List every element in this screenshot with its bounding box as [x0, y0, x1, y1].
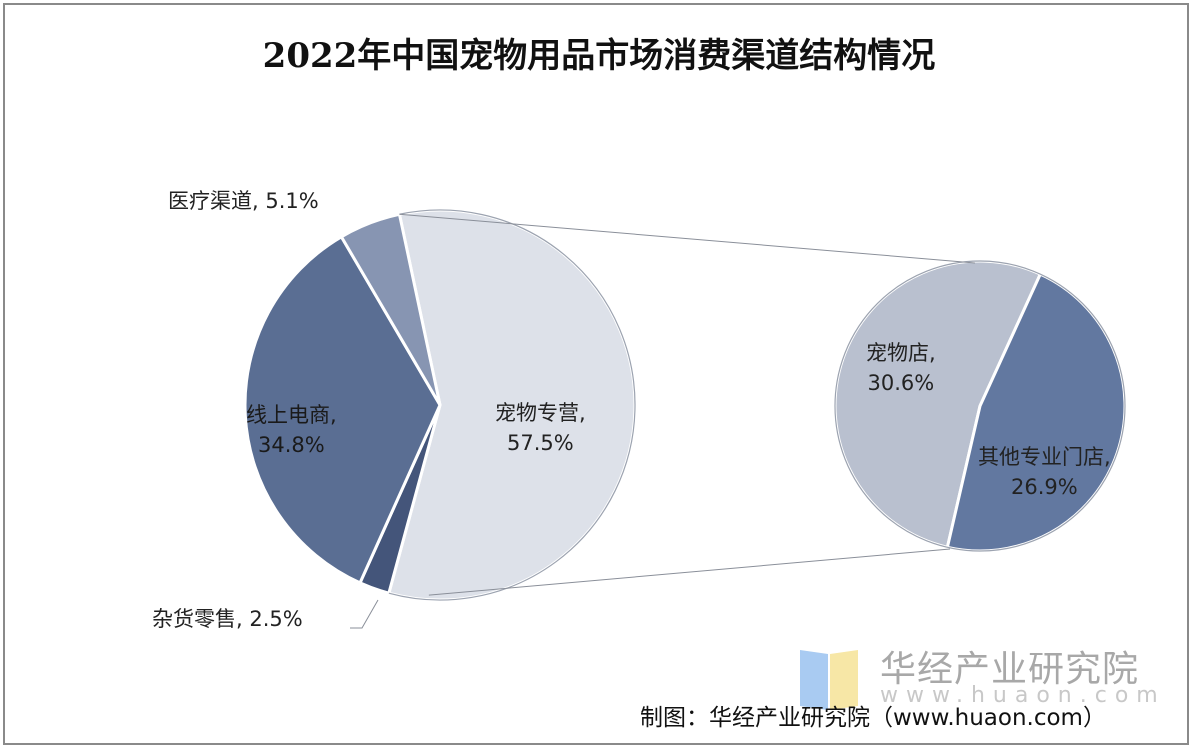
- source-note: 制图：华经产业研究院（www.huaon.com）: [640, 705, 1106, 731]
- grocery-leader-line: [350, 599, 379, 629]
- label-online: 线上电商, 34.8%: [246, 403, 337, 457]
- label-medical: 医疗渠道, 5.1%: [168, 189, 319, 213]
- connector-line-top: [399, 213, 976, 264]
- main-pie-slice-3: [339, 212, 442, 406]
- watermark-url: www.huaon.com: [880, 683, 1166, 708]
- watermark-name: 华经产业研究院: [880, 649, 1140, 690]
- chart-title: 2022年中国宠物用品市场消费渠道结构情况: [262, 36, 936, 76]
- connector-line-bottom: [428, 548, 951, 596]
- label-other-stores: 其他专业门店, 26.9%: [978, 445, 1111, 499]
- label-pet-store: 宠物店, 30.6%: [866, 341, 936, 395]
- chart-frame: [3, 3, 1189, 745]
- secondary-pie-outline: [834, 260, 1126, 552]
- label-grocery: 杂货零售, 2.5%: [152, 607, 303, 631]
- label-pet-specialty: 宠物专营, 57.5%: [495, 401, 586, 455]
- main-pie-slice-0-outline: [388, 209, 636, 601]
